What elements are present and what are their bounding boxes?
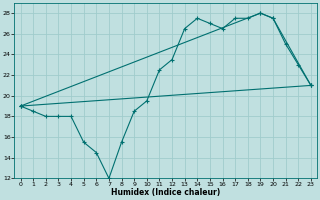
X-axis label: Humidex (Indice chaleur): Humidex (Indice chaleur)	[111, 188, 220, 197]
